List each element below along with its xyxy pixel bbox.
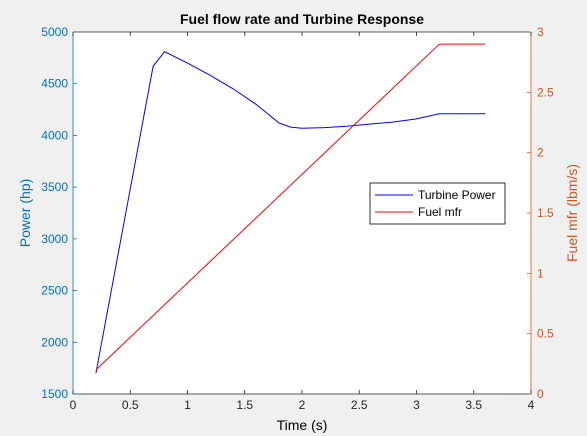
- chart-title: Fuel flow rate and Turbine Response: [180, 11, 424, 27]
- y-left-tick-label: 4000: [41, 128, 68, 142]
- legend-label-turbine-power: Turbine Power: [418, 188, 496, 202]
- y-right-tick-label: 3: [537, 25, 544, 39]
- y-right-tick-label: 0.5: [537, 327, 554, 341]
- y-left-tick-label: 3000: [41, 232, 68, 246]
- x-tick-label: 1: [184, 398, 191, 412]
- x-tick-label: 0: [70, 398, 77, 412]
- x-tick-label: 2.5: [351, 398, 368, 412]
- y-left-tick-label: 4500: [41, 77, 68, 91]
- x-tick-label: 1.5: [236, 398, 253, 412]
- axes: 0 0.5 1 1.5 2 2.5 3 3.5 4 1500 2000 2500 3000 3500 400…: [41, 25, 554, 412]
- y-right-tick-label: 0: [537, 387, 544, 401]
- y-left-tick-label: 5000: [41, 25, 68, 39]
- x-axis-label: Time (s): [277, 417, 328, 433]
- y-axis-right-label: Fuel mfr (lbm/s): [564, 164, 580, 262]
- plot-series: [95, 43, 486, 374]
- x-tick-label: 0.5: [122, 398, 139, 412]
- legend: Turbine Power Fuel mfr: [369, 182, 506, 225]
- x-tick-label: 3.5: [465, 398, 482, 412]
- y-left-tick-label: 2500: [41, 284, 68, 298]
- y-right-tick-label: 2.5: [537, 85, 554, 99]
- series-line-turbine-power: [95, 51, 486, 374]
- legend-label-fuel-mfr: Fuel mfr: [418, 205, 462, 219]
- y-right-tick-label: 2: [537, 146, 544, 160]
- y-left-tick-label: 3500: [41, 180, 68, 194]
- y-right-tick-label: 1.5: [537, 206, 554, 220]
- y-axis-left-label: Power (hp): [17, 179, 33, 247]
- x-tick-label: 4: [528, 398, 535, 412]
- y-left-tick-label: 2000: [41, 335, 68, 349]
- legend-box: [369, 182, 506, 225]
- series-line-fuel-mfr: [95, 43, 486, 371]
- y-left-tick-label: 1500: [41, 387, 68, 401]
- x-tick-label: 2: [299, 398, 306, 412]
- y-right-tick-label: 1: [537, 266, 544, 280]
- x-tick-label: 3: [413, 398, 420, 412]
